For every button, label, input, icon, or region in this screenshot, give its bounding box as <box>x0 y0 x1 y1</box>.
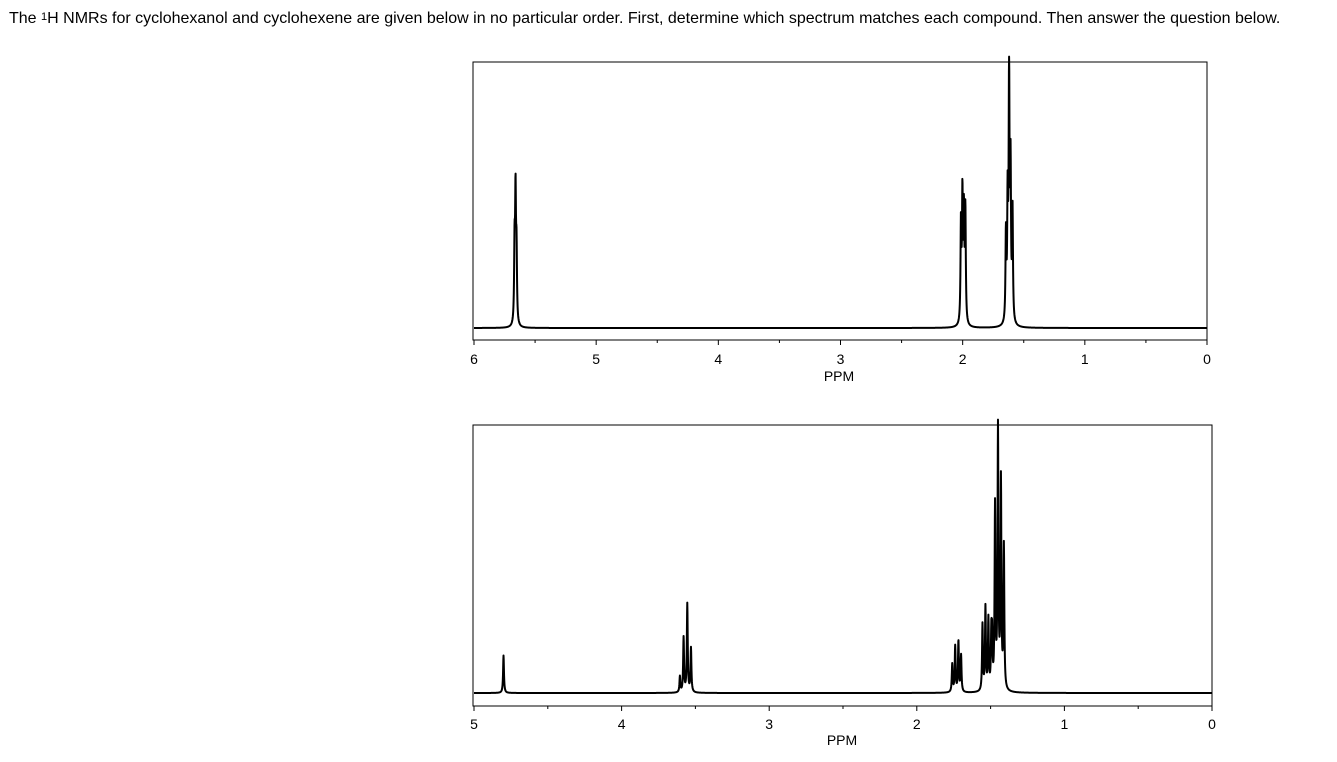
instruction-text: The 1H NMRs for cyclohexanol and cyclohe… <box>9 8 1280 31</box>
spectrum-trace <box>473 418 1213 694</box>
x-axis-label: PPM <box>824 368 854 384</box>
tick-label: 2 <box>913 716 921 732</box>
tick-label: 1 <box>1081 351 1089 367</box>
tick-label: 4 <box>618 716 626 732</box>
tick-label: 0 <box>1208 716 1216 732</box>
instruction-body: H NMRs for cyclohexanol and cyclohexene … <box>47 10 1281 27</box>
tick-label: 3 <box>765 716 773 732</box>
tick-label: 2 <box>959 351 967 367</box>
tick-label: 0 <box>1203 351 1211 367</box>
tick-label: 1 <box>1061 716 1069 732</box>
plot-frame <box>472 424 1213 707</box>
tick-label: 5 <box>470 716 478 732</box>
tick-label: 5 <box>592 351 600 367</box>
instruction-superscript: 1 <box>41 11 48 23</box>
tick-label: 6 <box>470 351 478 367</box>
tick-label: 4 <box>714 351 722 367</box>
x-axis-label: PPM <box>827 732 857 748</box>
spectrum-trace <box>473 55 1208 329</box>
tick-label: 3 <box>837 351 845 367</box>
instruction-prefix: The <box>9 10 42 27</box>
